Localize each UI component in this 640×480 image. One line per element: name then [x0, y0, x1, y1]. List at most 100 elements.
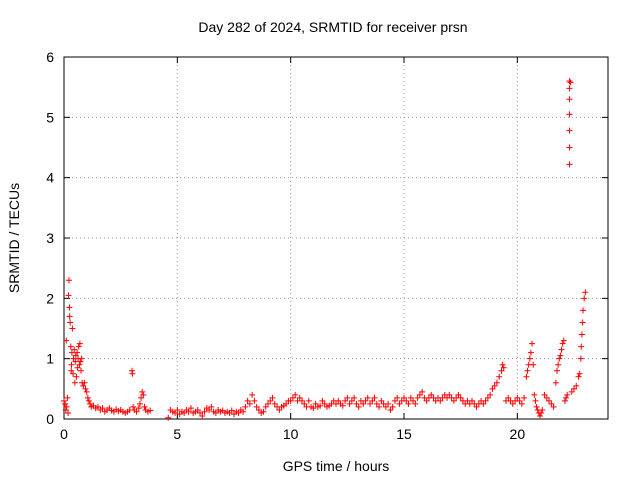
data-point — [577, 355, 584, 362]
data-point — [482, 397, 489, 404]
data-point — [181, 409, 188, 416]
data-point — [539, 406, 546, 413]
data-point — [469, 397, 475, 404]
data-point — [147, 407, 154, 414]
data-point — [174, 406, 181, 413]
data-point — [321, 400, 328, 407]
data-point — [194, 406, 201, 413]
data-point — [292, 391, 299, 398]
data-point — [473, 403, 480, 410]
data-point — [129, 370, 136, 377]
data-point — [65, 277, 72, 284]
data-point — [82, 385, 89, 392]
data-point — [83, 388, 90, 395]
data-point — [299, 397, 305, 404]
data-point — [530, 361, 537, 368]
data-point — [500, 364, 507, 371]
data-point — [416, 391, 423, 398]
data-point — [394, 394, 401, 401]
data-point — [68, 349, 75, 356]
data-point — [514, 394, 521, 401]
data-point — [554, 367, 560, 374]
data-point — [74, 349, 81, 356]
data-point — [410, 397, 417, 404]
data-point — [556, 355, 563, 362]
data-point — [353, 400, 360, 407]
y-tick-label: 0 — [46, 411, 54, 427]
data-point — [172, 409, 179, 416]
data-point — [412, 400, 419, 407]
data-point — [555, 361, 562, 368]
data-point — [228, 407, 235, 414]
data-point — [369, 397, 376, 404]
data-point — [573, 382, 580, 389]
data-point — [71, 379, 78, 386]
data-point — [371, 394, 378, 401]
data-points — [61, 78, 589, 421]
data-point — [396, 400, 403, 407]
data-point — [505, 394, 512, 401]
data-point — [67, 343, 74, 350]
data-point — [496, 373, 503, 380]
data-point — [550, 403, 557, 410]
data-point — [527, 349, 534, 356]
data-point — [524, 367, 531, 374]
data-point — [537, 412, 543, 419]
data-point — [499, 361, 506, 368]
data-point — [63, 403, 70, 410]
data-point — [310, 405, 317, 412]
y-tick-label: 1 — [46, 351, 54, 367]
data-point — [373, 400, 380, 407]
y-tick-label: 5 — [46, 109, 54, 125]
chart-title: Day 282 of 2024, SRMTID for receiver prs… — [198, 19, 467, 35]
data-point — [271, 400, 278, 407]
data-point — [235, 409, 242, 416]
data-point — [391, 397, 398, 404]
data-point — [78, 355, 85, 362]
data-point — [135, 405, 142, 412]
data-point — [578, 331, 585, 338]
data-point — [428, 391, 435, 398]
data-point — [265, 400, 271, 407]
data-point — [344, 394, 351, 401]
data-point — [526, 355, 533, 362]
data-point — [74, 364, 81, 371]
data-point — [518, 400, 525, 407]
data-point — [69, 325, 76, 332]
data-point — [246, 400, 253, 407]
data-point — [548, 400, 555, 407]
data-point — [360, 400, 367, 407]
data-point — [81, 379, 88, 386]
data-point — [262, 403, 269, 410]
data-point — [339, 402, 346, 409]
data-point — [566, 161, 573, 168]
data-point — [141, 403, 148, 410]
data-point — [533, 403, 540, 410]
data-point — [378, 397, 385, 404]
data-point — [197, 409, 203, 416]
data-point — [546, 397, 553, 404]
data-point — [362, 397, 369, 404]
data-point — [578, 343, 585, 350]
data-point — [355, 403, 362, 410]
data-point — [489, 385, 496, 392]
data-point — [63, 337, 70, 344]
x-tick-label: 15 — [396, 426, 412, 442]
data-point — [582, 289, 589, 296]
data-point — [72, 352, 79, 359]
data-point — [287, 397, 294, 404]
y-tick-label: 3 — [46, 230, 54, 246]
data-point — [65, 292, 72, 299]
data-point — [364, 394, 371, 401]
y-tick-label: 6 — [46, 49, 54, 65]
data-point — [240, 408, 247, 415]
data-point — [405, 400, 412, 407]
data-point — [566, 144, 573, 151]
data-point — [559, 340, 566, 347]
data-point — [139, 388, 146, 395]
data-point — [62, 400, 69, 407]
data-point — [531, 391, 538, 398]
data-point — [305, 397, 312, 404]
data-point — [576, 370, 583, 377]
data-point — [130, 403, 137, 410]
